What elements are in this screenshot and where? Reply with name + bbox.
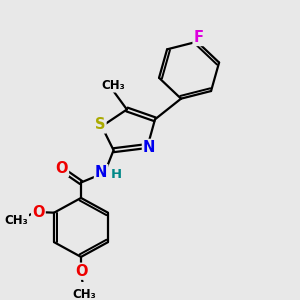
Text: O: O <box>32 205 45 220</box>
Text: N: N <box>143 140 155 155</box>
Text: CH₃: CH₃ <box>73 288 96 300</box>
Text: N: N <box>95 165 107 180</box>
Text: S: S <box>95 117 106 132</box>
Text: O: O <box>75 264 87 279</box>
Text: O: O <box>56 161 68 176</box>
Text: H: H <box>110 168 122 181</box>
Text: CH₃: CH₃ <box>102 79 125 92</box>
Text: F: F <box>194 30 204 45</box>
Text: CH₃: CH₃ <box>4 214 28 227</box>
